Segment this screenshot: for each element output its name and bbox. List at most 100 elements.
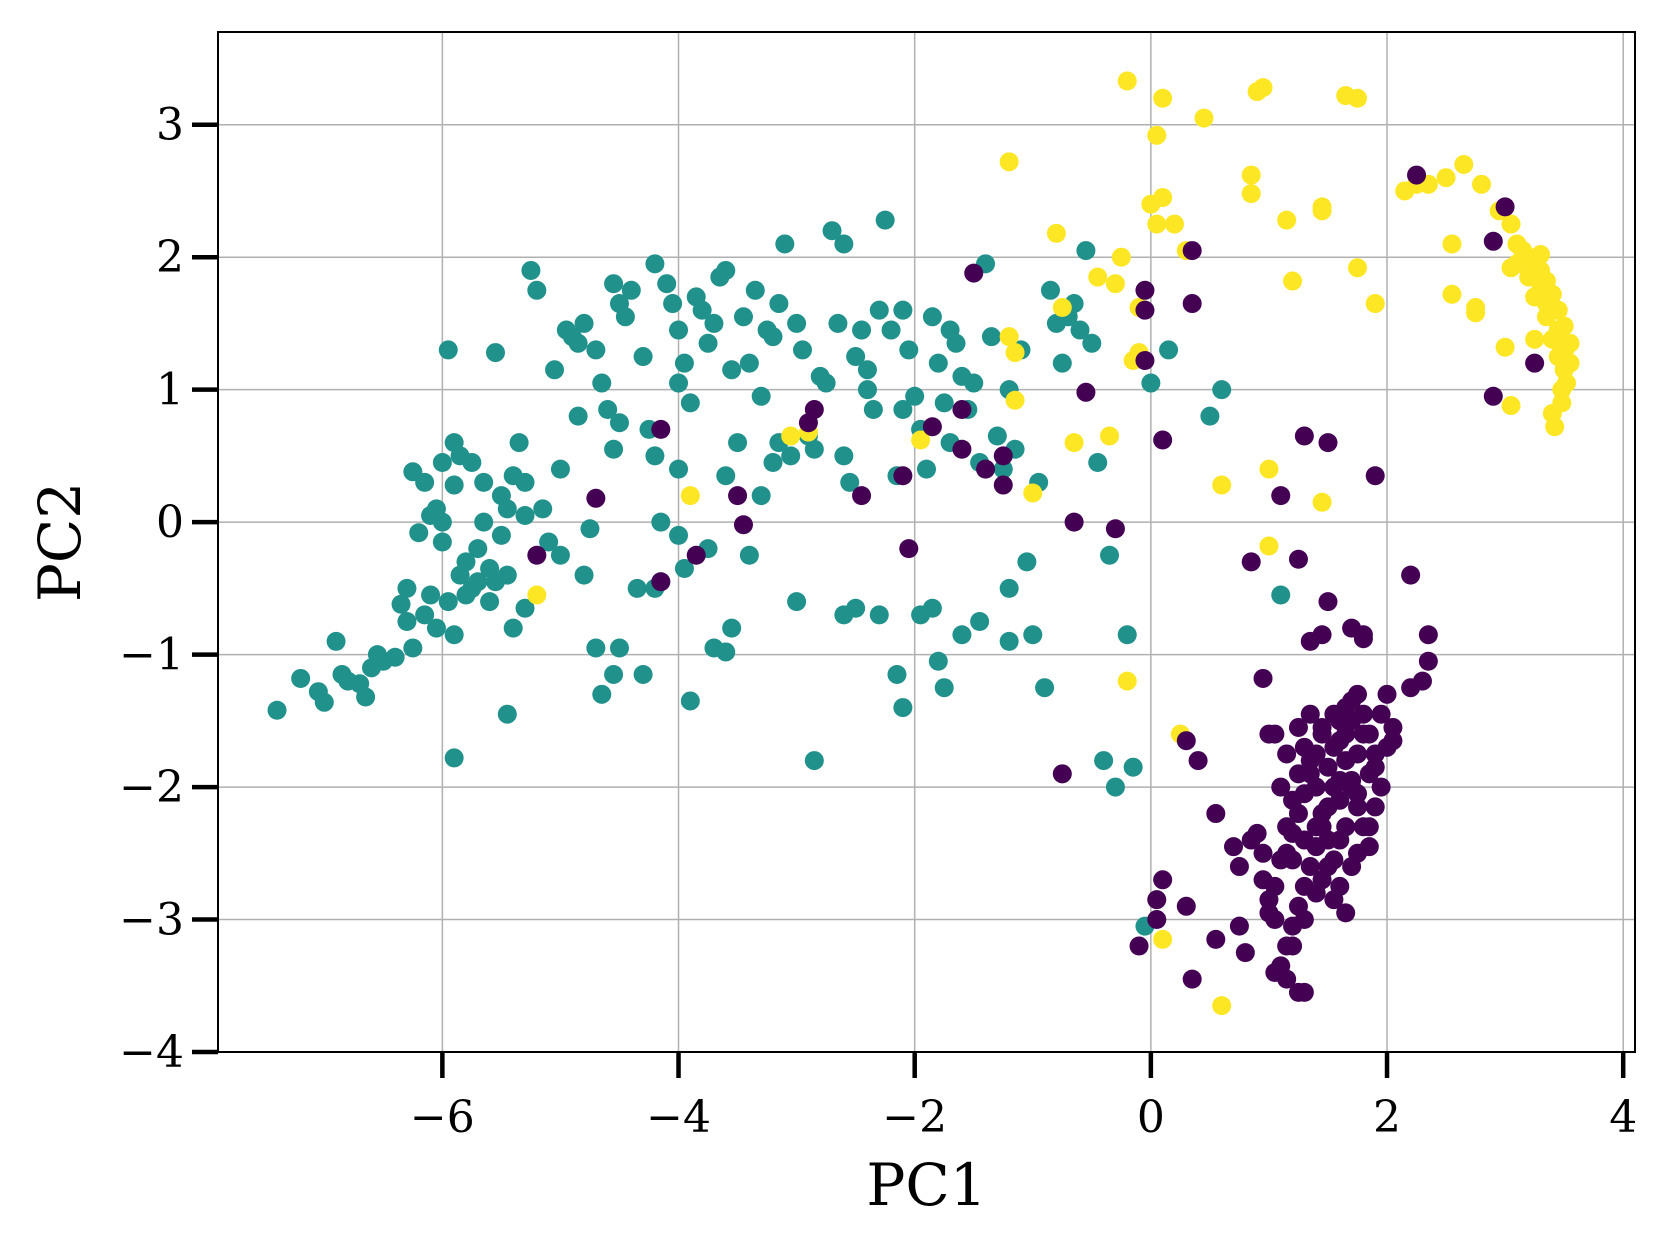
data-point — [922, 307, 942, 327]
data-point — [1348, 684, 1368, 704]
data-point — [881, 320, 901, 340]
data-point — [1064, 512, 1084, 532]
data-point — [1412, 671, 1432, 691]
data-point — [1525, 287, 1545, 307]
data-point — [857, 360, 877, 380]
data-point — [698, 333, 718, 353]
data-point — [1176, 731, 1196, 751]
y-tick-label: −4 — [119, 1027, 184, 1078]
data-point — [1271, 777, 1291, 797]
data-point — [722, 360, 742, 380]
data-point — [550, 459, 570, 479]
data-point — [716, 642, 736, 662]
data-point — [1525, 353, 1545, 373]
data-point — [1283, 271, 1303, 291]
data-point — [1253, 843, 1273, 863]
x-axis-label: PC1 — [866, 1151, 986, 1219]
data-point — [1418, 651, 1438, 671]
data-point — [1330, 790, 1350, 810]
data-point — [722, 618, 742, 638]
data-point — [1005, 343, 1025, 363]
data-point — [1525, 329, 1545, 349]
data-point — [680, 393, 700, 413]
data-point — [574, 313, 594, 333]
data-point — [1288, 549, 1308, 569]
data-point — [1147, 214, 1167, 234]
data-point — [1094, 751, 1114, 771]
data-point — [1318, 592, 1338, 612]
data-point — [609, 638, 629, 658]
plot-frame — [217, 31, 1636, 1053]
data-point — [964, 263, 984, 283]
data-point — [527, 585, 547, 605]
data-point — [1135, 300, 1155, 320]
data-point — [680, 486, 700, 506]
data-point — [497, 704, 517, 724]
data-point — [834, 234, 854, 254]
data-point — [1206, 929, 1226, 949]
data-point — [899, 539, 919, 559]
data-point — [627, 578, 647, 598]
data-point — [621, 280, 641, 300]
data-point — [391, 594, 411, 614]
data-point — [1241, 184, 1261, 204]
data-point — [934, 393, 954, 413]
data-point — [515, 598, 535, 618]
data-point — [267, 700, 287, 720]
data-point — [1330, 830, 1350, 850]
data-point — [1052, 298, 1072, 318]
data-point — [503, 618, 523, 638]
data-point — [385, 647, 405, 667]
data-point — [1046, 223, 1066, 243]
data-point — [1153, 870, 1173, 890]
data-point — [426, 618, 446, 638]
data-point — [651, 572, 671, 592]
data-point — [669, 320, 689, 340]
data-point — [940, 320, 960, 340]
data-point — [934, 678, 954, 698]
data-point — [1536, 307, 1556, 327]
x-tick-label: −2 — [882, 1092, 947, 1143]
data-point — [852, 320, 872, 340]
data-point — [1259, 459, 1279, 479]
data-point — [1454, 154, 1474, 174]
data-point — [787, 313, 807, 333]
data-point — [981, 327, 1001, 347]
data-point — [1153, 88, 1173, 108]
x-tick-label: −6 — [410, 1092, 475, 1143]
data-point — [550, 545, 570, 565]
data-point — [592, 373, 612, 393]
data-point — [1235, 943, 1255, 963]
data-point — [1348, 88, 1368, 108]
data-point — [1294, 982, 1314, 1002]
data-point — [462, 453, 482, 473]
data-point — [645, 446, 665, 466]
data-point — [869, 605, 889, 625]
data-point — [1194, 108, 1214, 128]
data-point — [976, 459, 996, 479]
data-point — [1052, 764, 1072, 784]
data-point — [846, 598, 866, 618]
data-point — [397, 611, 417, 631]
data-point — [1259, 903, 1279, 923]
data-point — [1259, 536, 1279, 556]
data-point — [1436, 168, 1456, 188]
data-point — [733, 515, 753, 535]
data-point — [822, 221, 842, 241]
data-point — [1324, 737, 1344, 757]
data-point — [497, 499, 517, 519]
data-point — [515, 472, 535, 492]
data-point — [745, 280, 765, 300]
data-point — [728, 486, 748, 506]
data-point — [763, 453, 783, 473]
data-point — [586, 340, 606, 360]
y-tick-label: −1 — [119, 630, 184, 681]
data-point — [1377, 684, 1397, 704]
data-point — [356, 687, 376, 707]
data-point — [586, 488, 606, 508]
x-tick-label: 0 — [1137, 1092, 1165, 1143]
data-point — [1519, 267, 1539, 287]
data-point — [509, 433, 529, 453]
data-point — [804, 439, 824, 459]
data-point — [1164, 214, 1184, 234]
